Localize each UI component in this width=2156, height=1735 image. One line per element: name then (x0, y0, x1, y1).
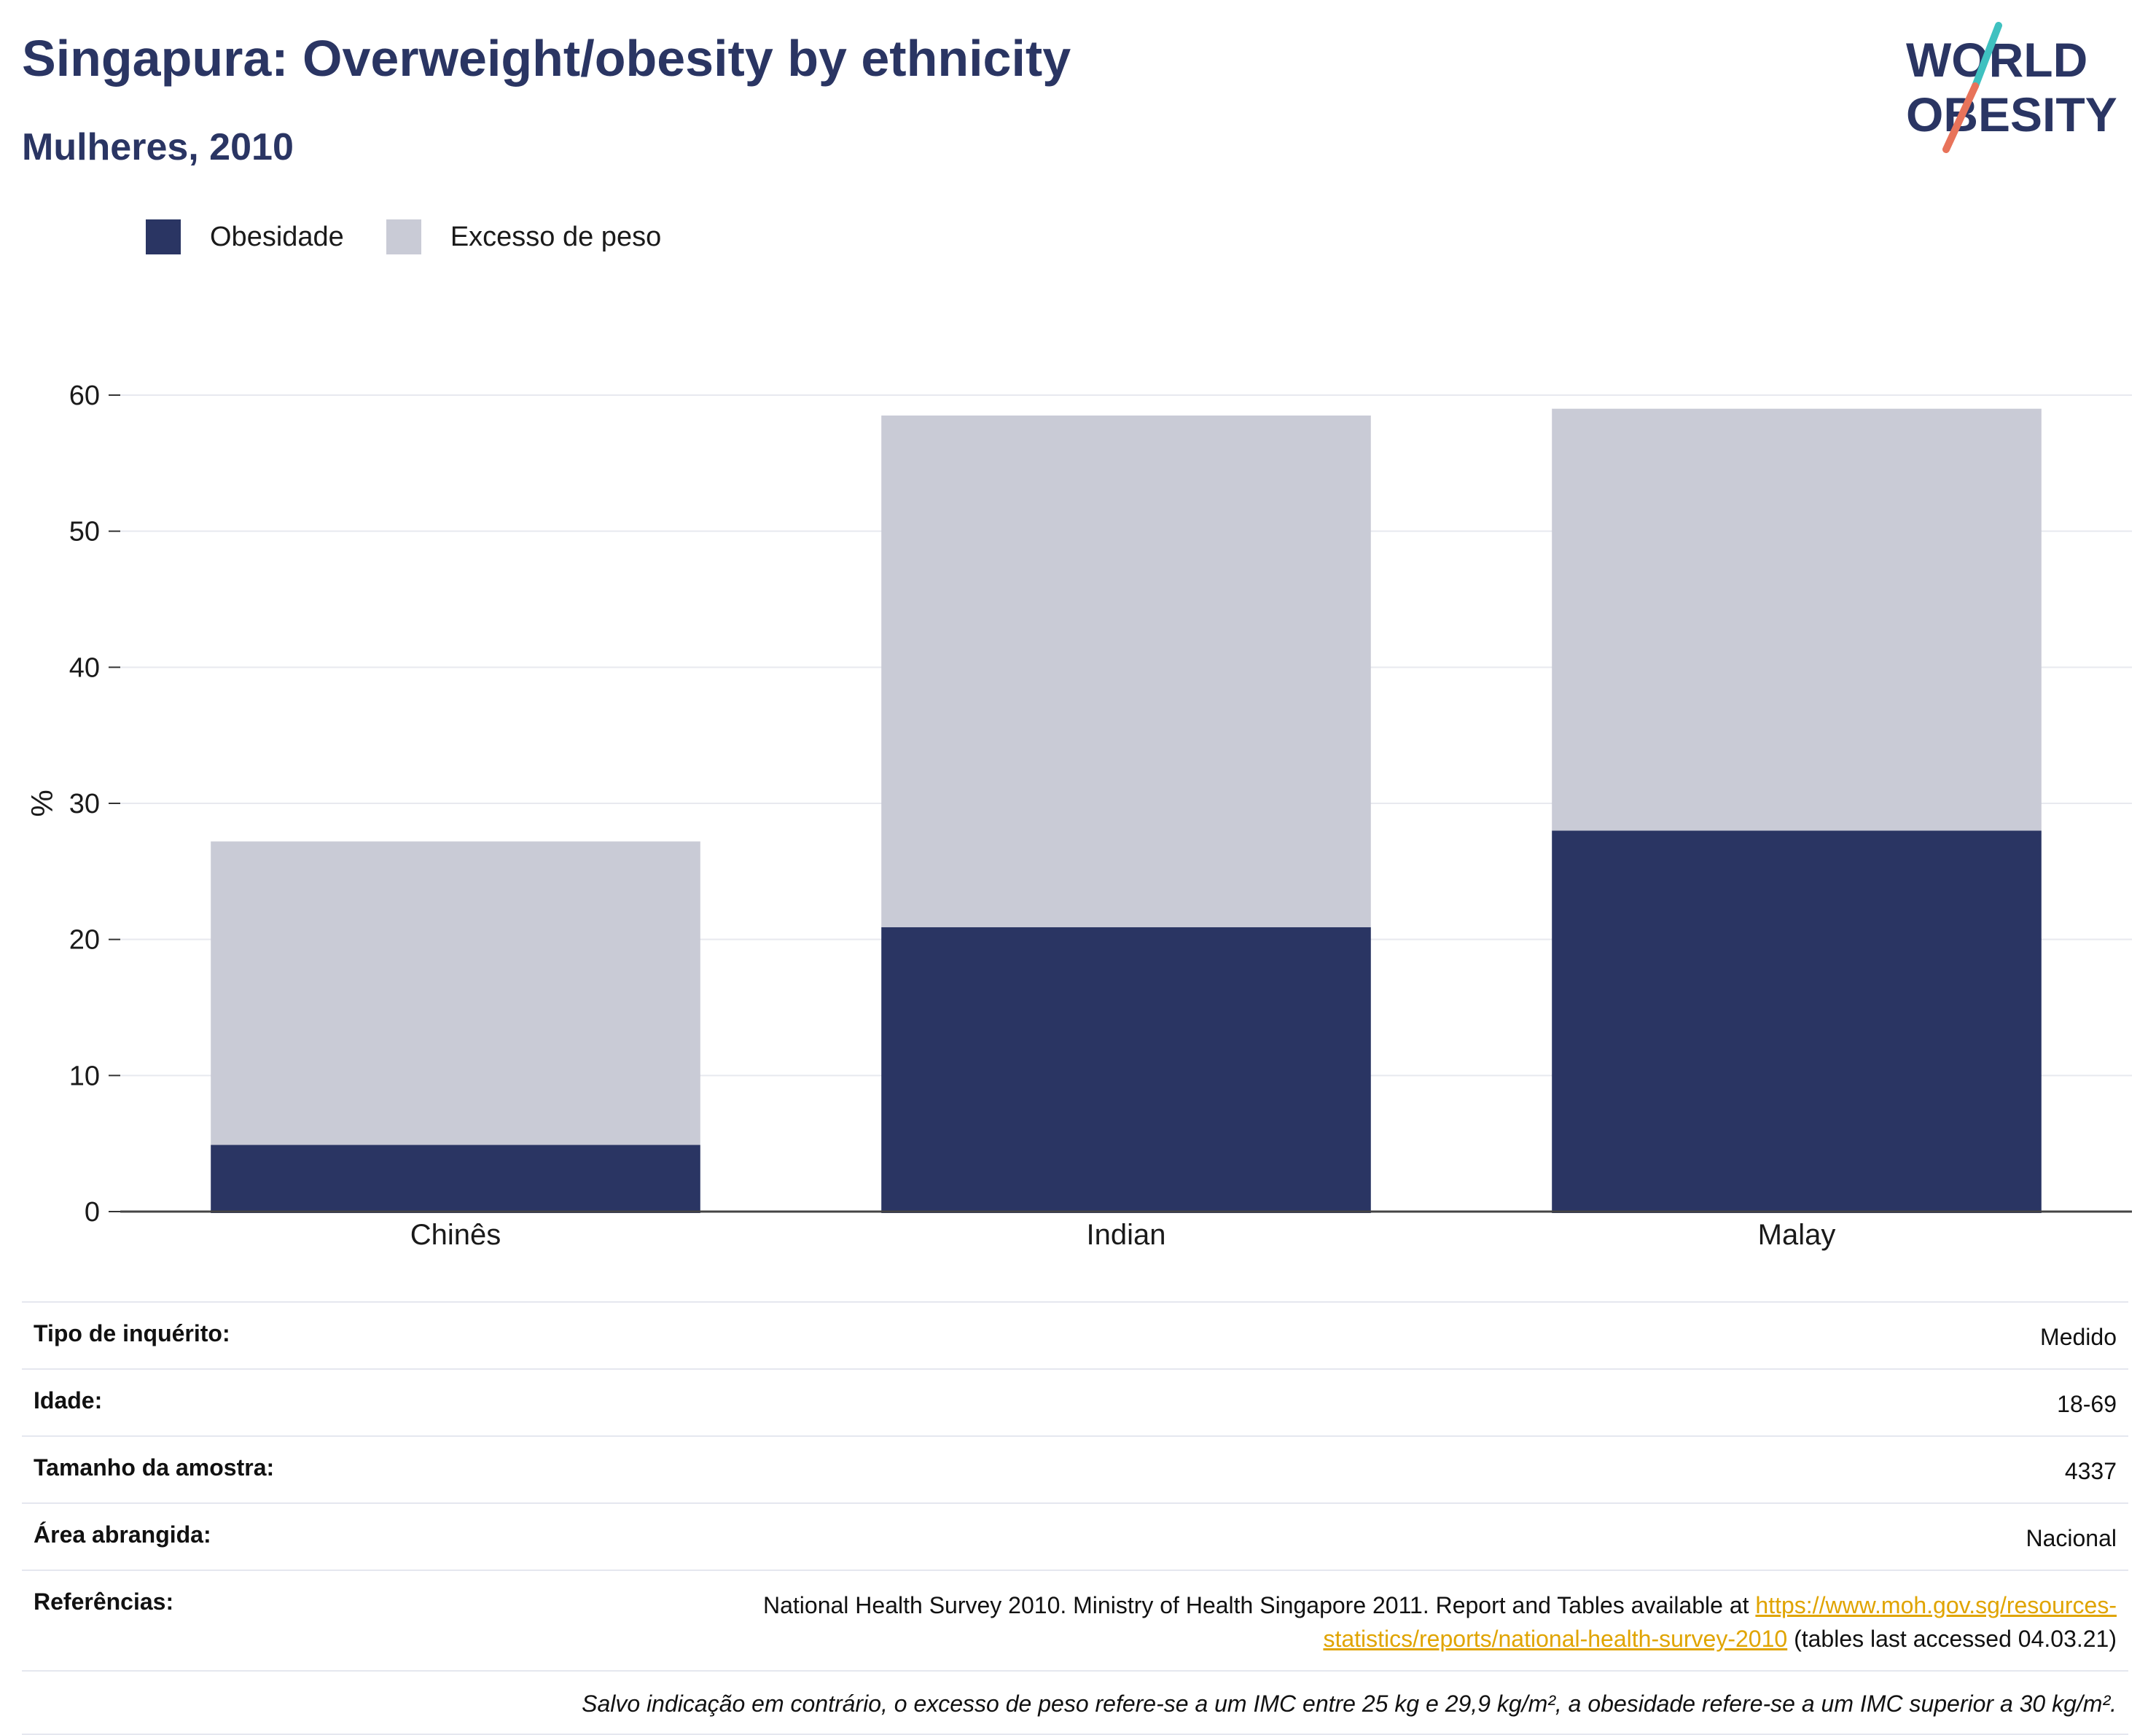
y-tick-label: 20 (69, 925, 100, 956)
bar-obesity (881, 927, 1371, 1213)
bar-overweight (1552, 408, 2042, 831)
logo-text-obesity: OBESITY (1906, 87, 2117, 141)
info-value: 18-69 (2057, 1391, 2117, 1417)
info-key: Tipo de inquérito: (34, 1320, 230, 1346)
bar-overweight (881, 416, 1371, 927)
info-value: Nacional (2026, 1525, 2117, 1551)
info-value: Medido (2040, 1324, 2117, 1350)
page-subtitle: Mulheres, 2010 (22, 126, 294, 168)
y-tick-label: 50 (69, 517, 100, 547)
y-tick-label: 60 (69, 381, 100, 411)
references-link[interactable]: https://www.moh.gov.sg/resources-statist… (1323, 1592, 2117, 1652)
survey-info-table: Tipo de inquérito: Medido Idade: 18-69 T… (22, 1301, 2128, 1735)
x-tick-label: Malay (1758, 1219, 1836, 1251)
y-tick-label: 40 (69, 652, 100, 683)
legend-label-overweight: Excesso de peso (450, 221, 662, 252)
y-tick-label: 10 (69, 1061, 100, 1091)
bar-overweight (211, 841, 700, 1145)
x-tick-label: Indian (1087, 1219, 1166, 1251)
bar-obesity (1552, 830, 2042, 1213)
legend-item-overweight[interactable]: Excesso de peso (386, 219, 661, 254)
references-text: National Health Survey 2010. Ministry of… (550, 1588, 2117, 1656)
chart-legend: Obesidade Excesso de peso (146, 215, 703, 259)
legend-swatch-overweight (386, 219, 421, 254)
y-tick-label: 0 (85, 1197, 100, 1228)
info-row-area: Área abrangida: Nacional (22, 1502, 2128, 1570)
info-row-survey-type: Tipo de inquérito: Medido (22, 1301, 2128, 1368)
legend-item-obesity[interactable]: Obesidade (146, 219, 344, 254)
bmi-definition-note: Salvo indicação em contrário, o excesso … (582, 1691, 2117, 1717)
logo-text-world: WORLD (1906, 33, 2087, 87)
references-text-before: National Health Survey 2010. Ministry of… (763, 1592, 1756, 1618)
logo-slash-bottom (1942, 82, 1979, 153)
logo-slash-top (1972, 22, 2002, 90)
info-key: Idade: (34, 1387, 103, 1414)
info-row-age: Idade: 18-69 (22, 1368, 2128, 1435)
info-row-references: Referências: National Health Survey 2010… (22, 1570, 2128, 1670)
legend-label-obesity: Obesidade (210, 221, 344, 252)
page-title: Singapura: Overweight/obesity by ethnici… (22, 30, 1071, 87)
legend-swatch-obesity (146, 219, 181, 254)
y-tick-label: 30 (69, 789, 100, 819)
info-key: Área abrangida: (34, 1521, 211, 1548)
info-value: 4337 (2064, 1458, 2117, 1484)
bar-chart: 0 10 20 30 40 50 60% Chinês Indian Malay (25, 381, 2132, 1251)
y-axis-label: % (25, 789, 59, 816)
bar-obesity (211, 1145, 700, 1213)
info-key: Tamanho da amostra: (34, 1454, 275, 1481)
references-text-after: (tables last accessed 04.03.21) (1787, 1626, 2117, 1652)
info-row-note: Salvo indicação em contrário, o excesso … (22, 1670, 2128, 1735)
x-tick-label: Chinês (410, 1219, 501, 1251)
world-obesity-logo: WORLD OBESITY (1906, 22, 2117, 153)
info-row-sample-size: Tamanho da amostra: 4337 (22, 1435, 2128, 1502)
info-key: Referências: (34, 1588, 174, 1615)
